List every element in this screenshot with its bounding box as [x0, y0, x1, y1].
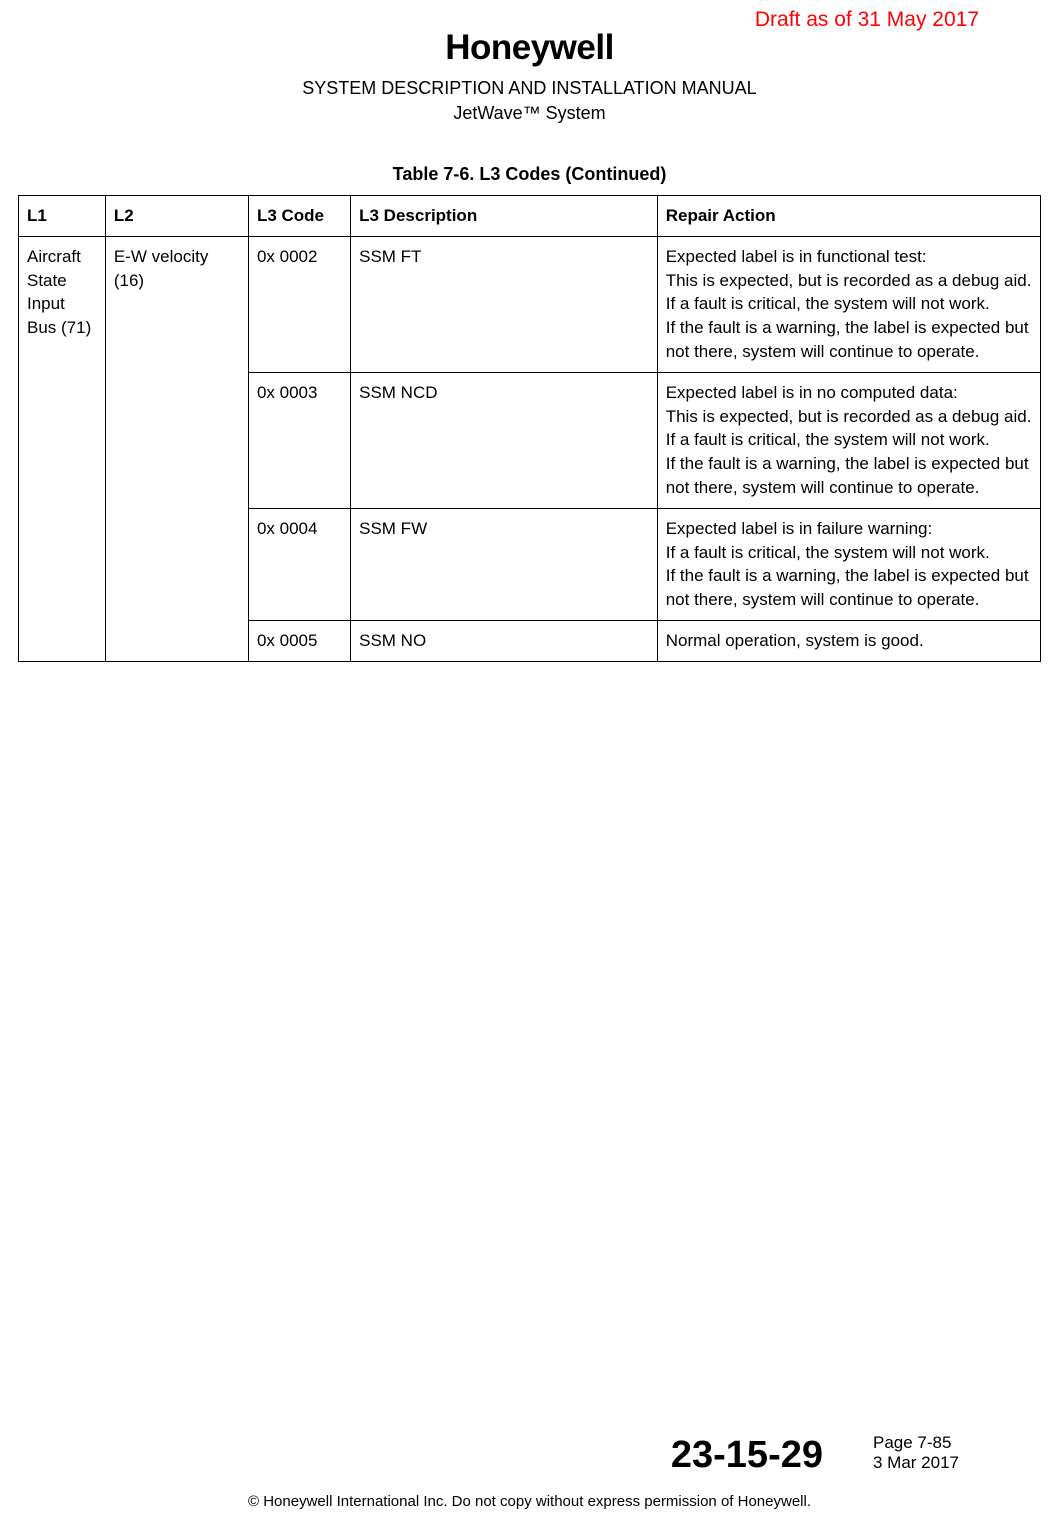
header-l3-description: L3 Description: [351, 196, 658, 237]
document-subtitle: JetWave™ System: [0, 103, 1059, 124]
header-l2: L2: [105, 196, 248, 237]
cell-l3-desc: SSM FW: [351, 508, 658, 620]
ata-code: 23-15-29: [671, 1434, 823, 1477]
cell-repair-action: Expected label is in failure warning:If …: [657, 508, 1040, 620]
footer-row: 23-15-29 Page 7-85 3 Mar 2017: [60, 1433, 959, 1477]
table-header-row: L1 L2 L3 Code L3 Description Repair Acti…: [19, 196, 1041, 237]
cell-l3-code: 0x 0002: [248, 236, 350, 372]
cell-l3-code: 0x 0004: [248, 508, 350, 620]
table-caption: Table 7-6. L3 Codes (Continued): [18, 164, 1041, 185]
page-container: Draft as of 31 May 2017 Honeywell SYSTEM…: [0, 0, 1059, 1538]
page-number: Page 7-85: [873, 1433, 959, 1453]
cell-l3-code: 0x 0003: [248, 372, 350, 508]
draft-label: Draft as of 31 May 2017: [755, 8, 979, 32]
l3-codes-table: L1 L2 L3 Code L3 Description Repair Acti…: [18, 195, 1041, 662]
header-l3-code: L3 Code: [248, 196, 350, 237]
cell-l3-desc: SSM FT: [351, 236, 658, 372]
header-repair-action: Repair Action: [657, 196, 1040, 237]
cell-l3-desc: SSM NO: [351, 620, 658, 661]
cell-l2: E-W velocity (16): [105, 236, 248, 661]
table-body: Aircraft State Input Bus (71) E-W veloci…: [19, 236, 1041, 661]
cell-l1: Aircraft State Input Bus (71): [19, 236, 106, 661]
document-title: SYSTEM DESCRIPTION AND INSTALLATION MANU…: [0, 78, 1059, 99]
cell-l3-desc: SSM NCD: [351, 372, 658, 508]
brand-logo-text: Honeywell: [0, 28, 1059, 68]
table-section: Table 7-6. L3 Codes (Continued) L1 L2 L3…: [0, 164, 1059, 662]
page-date: 3 Mar 2017: [873, 1453, 959, 1473]
cell-l3-code: 0x 0005: [248, 620, 350, 661]
header-l1: L1: [19, 196, 106, 237]
cell-repair-action: Expected label is in no computed data:Th…: [657, 372, 1040, 508]
page-footer: 23-15-29 Page 7-85 3 Mar 2017 © Honeywel…: [0, 1433, 1059, 1510]
page-info: Page 7-85 3 Mar 2017: [873, 1433, 959, 1477]
copyright-text: © Honeywell International Inc. Do not co…: [60, 1493, 999, 1510]
table-row: Aircraft State Input Bus (71) E-W veloci…: [19, 236, 1041, 372]
cell-repair-action: Expected label is in functional test:Thi…: [657, 236, 1040, 372]
cell-repair-action: Normal operation, system is good.: [657, 620, 1040, 661]
